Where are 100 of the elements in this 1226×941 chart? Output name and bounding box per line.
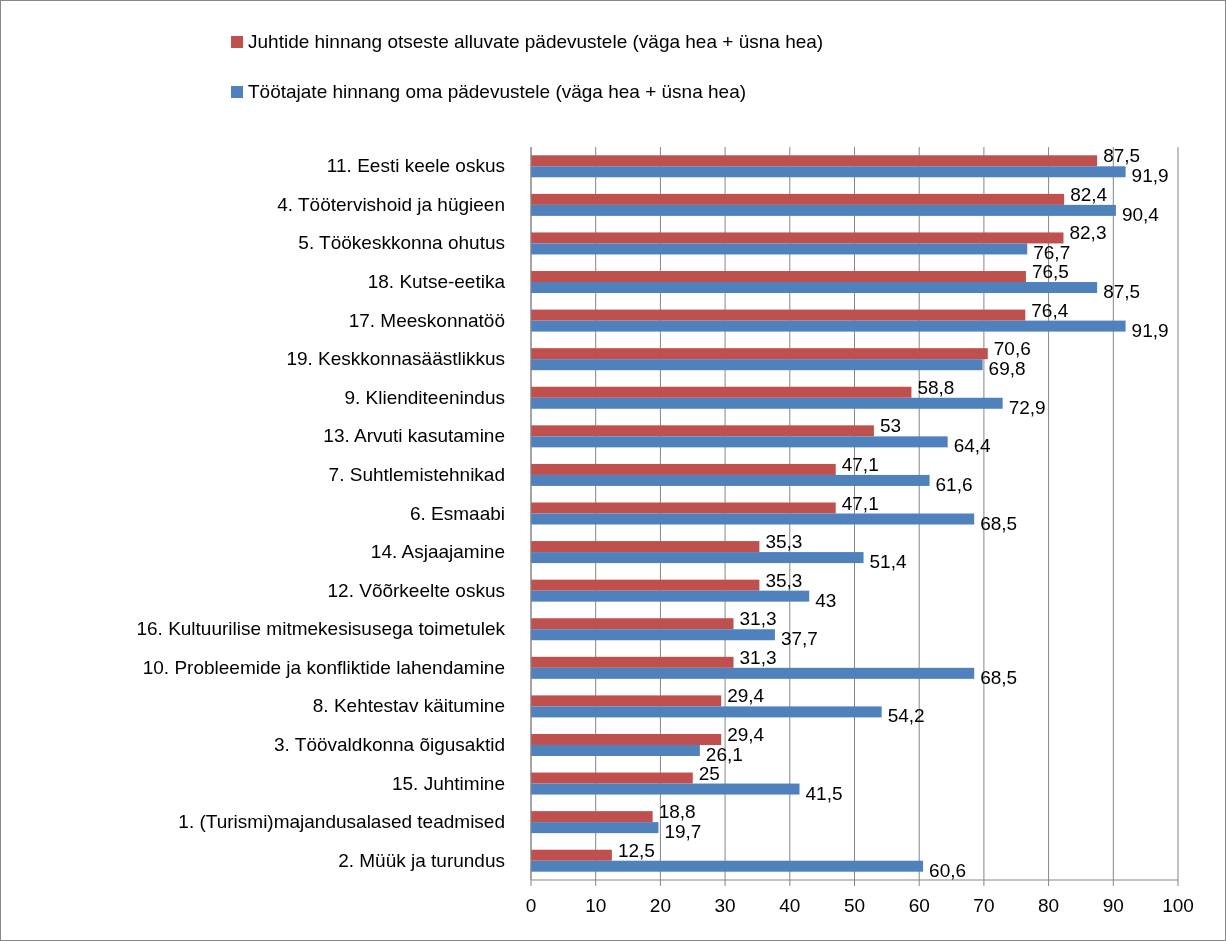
bar bbox=[531, 309, 1026, 321]
bar bbox=[531, 552, 864, 564]
bar bbox=[531, 860, 924, 872]
data-label: 41,5 bbox=[805, 782, 843, 804]
bar bbox=[531, 849, 612, 861]
data-label: 43 bbox=[815, 589, 837, 611]
data-label: 70,6 bbox=[993, 338, 1031, 360]
x-tick-label: 70 bbox=[973, 895, 995, 916]
bar bbox=[531, 656, 734, 668]
data-label: 82,3 bbox=[1069, 222, 1107, 244]
data-label: 76,5 bbox=[1031, 261, 1069, 283]
data-label: 76,7 bbox=[1033, 242, 1071, 264]
bar bbox=[531, 463, 836, 475]
data-label: 87,5 bbox=[1103, 281, 1141, 303]
y-tick-label: 5. Töökeskkonna ohutus bbox=[298, 232, 505, 254]
bar bbox=[531, 629, 775, 641]
data-label: 90,4 bbox=[1121, 203, 1160, 225]
bar bbox=[531, 155, 1098, 167]
bar bbox=[531, 706, 882, 718]
legend-label: Juhtide hinnang otseste alluvate pädevustele (väga hea + üsna hea) bbox=[248, 31, 824, 52]
data-label: 35,3 bbox=[765, 531, 803, 553]
bar bbox=[531, 744, 700, 756]
bar bbox=[531, 590, 810, 602]
data-label: 35,3 bbox=[765, 569, 803, 591]
x-tick-label: 60 bbox=[908, 895, 930, 916]
y-tick-label: 1. (Turismi)majandusalased teadmised bbox=[178, 811, 505, 833]
y-tick-label: 11. Eesti keele oskus bbox=[326, 155, 505, 177]
bar bbox=[531, 232, 1064, 244]
data-label: 54,2 bbox=[887, 705, 925, 727]
data-label: 64,4 bbox=[953, 435, 992, 457]
bar bbox=[531, 348, 988, 360]
y-tick-label: 16. Kultuurilise mitmekesisusega toimetulek bbox=[136, 618, 506, 640]
bar bbox=[531, 783, 800, 795]
y-tick-label: 13. Arvuti kasutamine bbox=[323, 425, 505, 447]
bar bbox=[531, 359, 983, 371]
data-label: 58,8 bbox=[917, 376, 955, 398]
bar bbox=[531, 822, 659, 834]
bar bbox=[531, 425, 874, 437]
data-label: 87,5 bbox=[1103, 145, 1141, 167]
bar bbox=[531, 541, 760, 553]
bar bbox=[531, 282, 1098, 294]
data-label: 76,4 bbox=[1031, 299, 1069, 321]
x-tick-label: 100 bbox=[1162, 895, 1194, 916]
x-tick-label: 90 bbox=[1102, 895, 1124, 916]
bar bbox=[531, 733, 722, 745]
x-tick-label: 40 bbox=[779, 895, 801, 916]
data-label: 68,5 bbox=[980, 666, 1018, 688]
data-label: 26,1 bbox=[705, 743, 743, 765]
y-tick-label: 12. Võõrkeelte oskus bbox=[327, 579, 505, 601]
y-tick-label: 10. Probleemide ja konfliktide lahendamine bbox=[142, 656, 505, 678]
bar bbox=[531, 772, 693, 784]
bar bbox=[531, 502, 836, 514]
data-label: 29,4 bbox=[727, 723, 765, 745]
data-label: 18,8 bbox=[658, 801, 696, 823]
y-tick-label: 6. Esmaabi bbox=[409, 502, 505, 524]
data-label: 60,6 bbox=[929, 859, 967, 881]
x-tick-label: 20 bbox=[649, 895, 671, 916]
data-label: 69,8 bbox=[988, 358, 1026, 380]
y-tick-label: 19. Keskkonnasäästlikkus bbox=[286, 348, 505, 370]
data-label: 29,4 bbox=[727, 685, 765, 707]
bar bbox=[531, 320, 1126, 332]
bar bbox=[531, 243, 1028, 255]
legend-label: Töötajate hinnang oma pädevustele (väga hea + üsna hea) bbox=[248, 81, 747, 102]
bar bbox=[531, 811, 653, 823]
bar bbox=[531, 513, 975, 525]
y-tick-label: 18. Kutse-eetika bbox=[367, 271, 506, 293]
data-label: 51,4 bbox=[869, 551, 907, 573]
data-label: 12,5 bbox=[617, 839, 655, 861]
y-tick-label: 15. Juhtimine bbox=[391, 772, 505, 794]
data-label: 61,6 bbox=[935, 473, 973, 495]
bar bbox=[531, 204, 1116, 216]
data-label: 31,3 bbox=[739, 646, 777, 668]
data-label: 82,4 bbox=[1070, 183, 1108, 205]
y-tick-label: 17. Meeskonnatöö bbox=[348, 309, 505, 331]
y-tick-label: 3. Töövaldkonna õigusaktid bbox=[274, 733, 505, 755]
bar bbox=[531, 618, 734, 630]
y-tick-label: 8. Kehtestav käitumine bbox=[312, 695, 505, 717]
data-label: 47,1 bbox=[841, 453, 879, 475]
data-label: 31,3 bbox=[739, 608, 777, 630]
y-tick-label: 4. Töötervishoid ja hügieen bbox=[277, 193, 505, 215]
data-label: 72,9 bbox=[1008, 396, 1046, 418]
x-tick-label: 10 bbox=[585, 895, 607, 916]
x-tick-label: 80 bbox=[1038, 895, 1060, 916]
bar bbox=[531, 695, 722, 707]
bar bbox=[531, 667, 975, 679]
data-label: 37,7 bbox=[780, 628, 818, 650]
y-tick-label: 7. Suhtlemistehnikad bbox=[328, 463, 505, 485]
x-tick-label: 50 bbox=[843, 895, 866, 916]
data-label: 19,7 bbox=[664, 821, 702, 843]
data-label: 91,9 bbox=[1131, 319, 1169, 341]
data-label: 25 bbox=[698, 762, 720, 784]
bar bbox=[531, 474, 930, 486]
data-label: 47,1 bbox=[841, 492, 879, 514]
y-tick-label: 14. Asjaajamine bbox=[370, 541, 505, 563]
x-tick-label: 30 bbox=[714, 895, 736, 916]
data-label: 68,5 bbox=[980, 512, 1018, 534]
y-tick-label: 9. Klienditeenindus bbox=[344, 386, 505, 408]
data-label: 53 bbox=[879, 415, 902, 437]
bar bbox=[531, 166, 1126, 178]
y-tick-label: 2. Müük ja turundus bbox=[338, 849, 505, 871]
